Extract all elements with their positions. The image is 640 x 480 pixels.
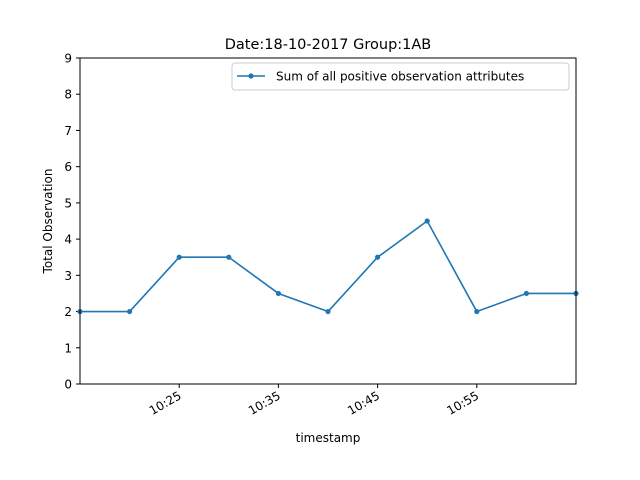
y-tick-label: 8 [64,88,72,102]
y-tick-label: 6 [64,160,72,174]
y-tick-label: 5 [64,196,72,210]
data-point [226,254,232,260]
y-tick-label: 0 [64,378,72,392]
y-axis-label: Total Observation [41,169,55,275]
legend-label: Sum of all positive observation attribut… [276,70,524,84]
series-points [77,218,579,315]
x-tick-label: 10:55 [444,388,481,417]
x-axis-ticks: 10:25 10:35 10:45 10:55 [147,384,481,418]
data-point [325,308,331,315]
y-tick-label: 4 [64,233,72,247]
data-point [176,254,182,260]
data-point [424,218,430,224]
data-point [523,290,530,297]
x-tick-label: 10:35 [246,388,283,417]
data-point [275,290,281,297]
legend-point-marker [248,73,254,79]
plot-area [80,58,576,384]
y-tick-label: 3 [64,269,72,283]
data-point [474,308,480,315]
x-tick-label: 10:45 [345,388,382,417]
y-tick-label: 9 [64,52,72,66]
y-axis-ticks: 0 1 2 3 4 5 6 7 8 9 [64,52,80,392]
chart-title: Date:18-10-2017 Group:1AB [225,37,432,53]
data-point [375,254,381,260]
plot-frame [79,57,577,385]
y-tick-label: 2 [64,305,72,319]
y-tick-label: 1 [64,341,72,355]
x-tick-label: 10:25 [147,388,184,417]
y-tick-label: 7 [64,124,72,138]
x-axis-label: timestamp [296,431,361,445]
legend: Sum of all positive observation attribut… [231,62,570,91]
legend-box [231,62,570,91]
data-point [127,308,133,315]
